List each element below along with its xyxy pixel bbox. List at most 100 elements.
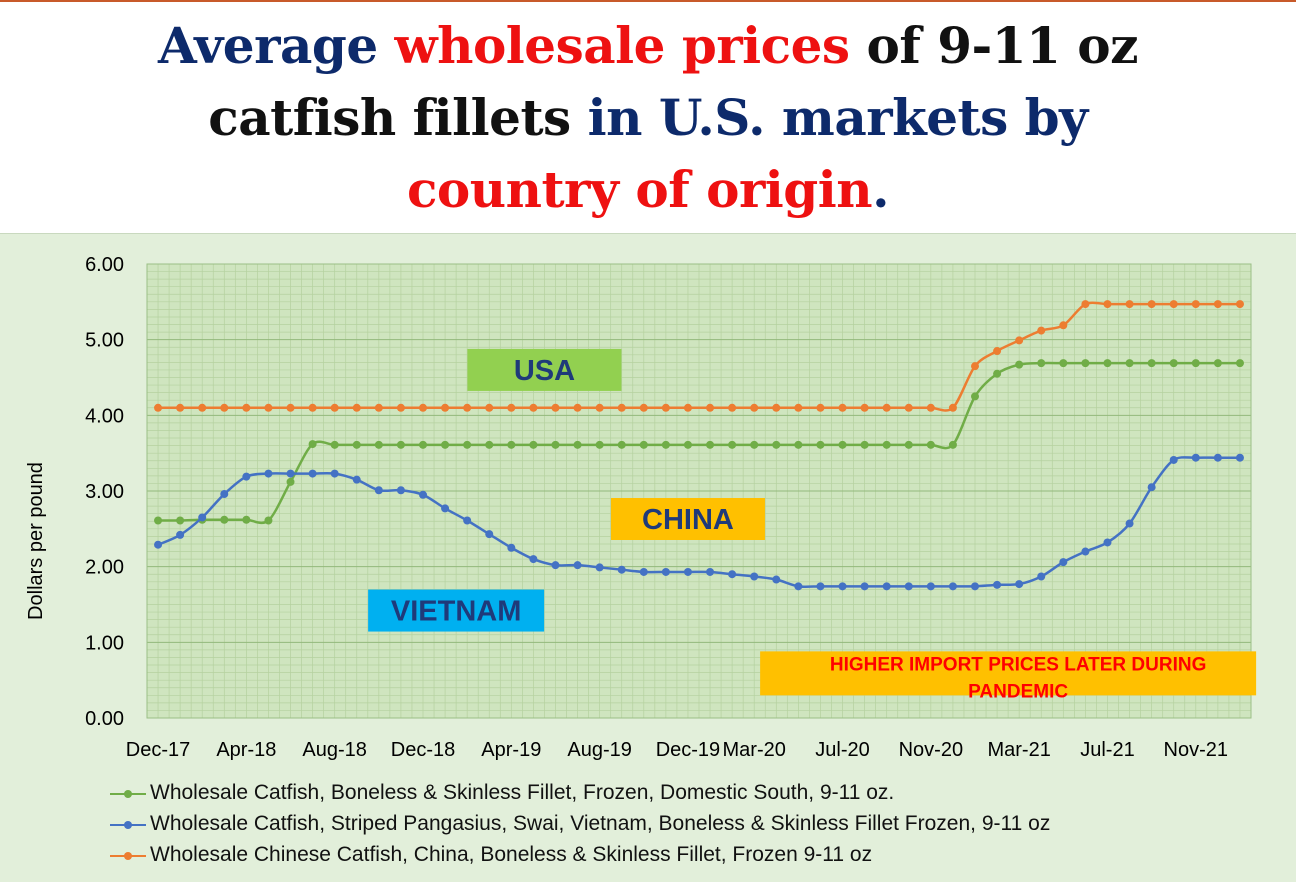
series-2-point bbox=[926, 403, 935, 412]
series-0-point bbox=[1147, 359, 1156, 368]
series-1-point bbox=[617, 565, 626, 574]
x-tick-label: Mar-21 bbox=[987, 739, 1050, 761]
series-2-point bbox=[1213, 300, 1222, 309]
plot-border bbox=[146, 263, 1252, 719]
y-tick-label: 0.00 bbox=[85, 708, 124, 730]
series-0-point bbox=[948, 440, 957, 449]
annotation-text-china: CHINA bbox=[642, 504, 734, 536]
series-1-point bbox=[198, 513, 207, 522]
series-1-point bbox=[926, 582, 935, 591]
series-0-point bbox=[330, 440, 339, 449]
series-2-point bbox=[1037, 326, 1046, 335]
series-0-point bbox=[1125, 359, 1134, 368]
y-tick-label: 3.00 bbox=[85, 481, 124, 503]
annotation-text-vietnam: VIETNAM bbox=[391, 596, 522, 628]
top-border-line bbox=[0, 0, 1296, 2]
series-0-point bbox=[993, 369, 1002, 378]
legend-label-vietnam: Wholesale Catfish, Striped Pangasius, Sw… bbox=[150, 812, 1051, 835]
series-1-point bbox=[463, 516, 472, 525]
series-0-point bbox=[286, 477, 295, 486]
series-0-point bbox=[617, 440, 626, 449]
x-tick-label: Dec-19 bbox=[656, 739, 720, 761]
title-part-wholesale-prices: wholesale prices bbox=[394, 16, 851, 75]
series-0-point bbox=[396, 440, 405, 449]
x-tick-label: Dec-17 bbox=[126, 739, 190, 761]
series-0-point bbox=[816, 440, 825, 449]
series-0-point bbox=[352, 440, 361, 449]
series-1-point bbox=[595, 563, 604, 572]
series-0-point bbox=[1103, 359, 1112, 368]
series-1-point bbox=[1059, 558, 1068, 567]
series-0-point bbox=[661, 440, 670, 449]
series-2-point bbox=[993, 347, 1002, 356]
series-0-point bbox=[772, 440, 781, 449]
series-0-point bbox=[1015, 360, 1024, 369]
annotation-text-line2: PANDEMIC bbox=[968, 681, 1068, 702]
series-1-point bbox=[971, 582, 979, 591]
series-0-point bbox=[242, 515, 251, 524]
y-tick-label: 2.00 bbox=[85, 557, 124, 579]
series-0-point bbox=[882, 440, 891, 449]
series-2-point bbox=[264, 403, 273, 412]
series-1-point bbox=[772, 575, 781, 584]
series-2-point bbox=[860, 403, 869, 412]
series-2-point bbox=[1169, 300, 1178, 309]
series-2-point bbox=[948, 403, 957, 412]
title-line-1: Average wholesale prices of 9-11 oz bbox=[0, 10, 1296, 82]
series-1-point bbox=[1169, 455, 1178, 464]
series-0-point bbox=[1169, 359, 1178, 368]
series-2-point bbox=[485, 403, 494, 412]
series-0-point bbox=[904, 440, 913, 449]
series-1-point bbox=[838, 582, 847, 591]
x-tick-label: Mar-20 bbox=[723, 739, 786, 761]
series-1-point bbox=[1015, 580, 1024, 589]
series-0-point bbox=[308, 440, 317, 449]
annotation-box-3 bbox=[760, 651, 1257, 696]
series-1-point bbox=[1235, 453, 1244, 462]
title-part-catfish-fillets: catfish fillets bbox=[208, 88, 571, 147]
series-0-point bbox=[595, 440, 604, 449]
series-2-point bbox=[838, 403, 847, 412]
series-2-point bbox=[529, 403, 538, 412]
series-1-point bbox=[1081, 547, 1090, 556]
y-axis-label: Dollars per pound bbox=[25, 462, 47, 620]
series-0-point bbox=[176, 516, 185, 525]
legend-marker-green bbox=[124, 790, 132, 798]
x-tick-label: Nov-20 bbox=[899, 739, 963, 761]
series-1-point bbox=[728, 570, 737, 579]
series-1-point bbox=[1037, 572, 1046, 581]
series-1-point bbox=[396, 486, 405, 495]
series-2-point bbox=[1125, 300, 1134, 309]
series-1-point bbox=[1103, 538, 1112, 547]
series-2-point bbox=[683, 403, 692, 412]
series-2-point bbox=[419, 403, 427, 412]
series-1-point bbox=[176, 530, 185, 539]
series-0-point bbox=[441, 440, 450, 449]
series-2-point bbox=[330, 403, 339, 412]
series-2-point bbox=[176, 403, 185, 412]
series-0-point bbox=[551, 440, 560, 449]
series-1-point bbox=[573, 561, 582, 570]
annotation-box-2 bbox=[368, 589, 545, 632]
series-1-point bbox=[441, 504, 450, 513]
series-2-point bbox=[1191, 300, 1200, 309]
series-2-point bbox=[242, 403, 251, 412]
series-1-point bbox=[794, 582, 803, 591]
series-1-point bbox=[683, 567, 692, 576]
series-1-point bbox=[948, 582, 957, 591]
series-1-point bbox=[1125, 519, 1134, 528]
series-1-point bbox=[286, 469, 295, 478]
title-part-country-of-origin: country of origin bbox=[406, 160, 873, 219]
series-1-point bbox=[242, 472, 251, 481]
series-2-point bbox=[441, 403, 450, 412]
series-2-point bbox=[1235, 300, 1244, 309]
series-2-point bbox=[904, 403, 913, 412]
series-1-point bbox=[551, 561, 560, 570]
y-tick-label: 1.00 bbox=[85, 632, 124, 654]
title-part-in-us-markets: in U.S. markets by bbox=[570, 88, 1089, 147]
title-part-average: Average bbox=[157, 16, 395, 75]
series-0-point bbox=[264, 516, 273, 525]
x-tick-label: Apr-19 bbox=[481, 739, 541, 761]
series-0-point bbox=[485, 440, 494, 449]
series-1-point bbox=[816, 582, 825, 591]
